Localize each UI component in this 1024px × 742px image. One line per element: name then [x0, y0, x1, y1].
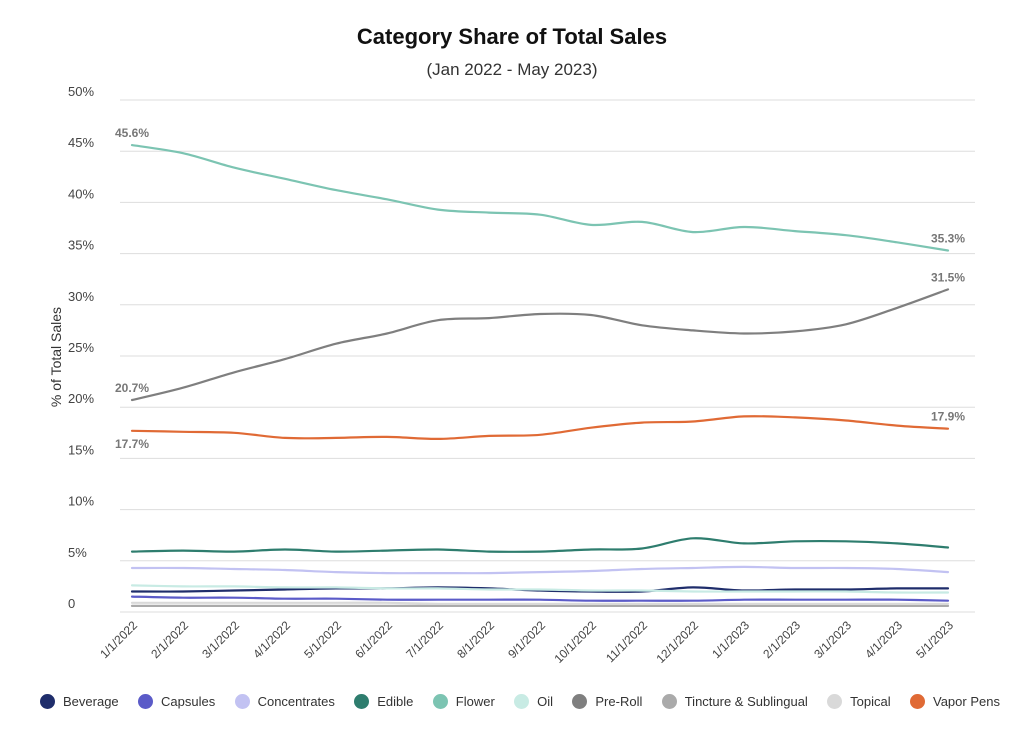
y-tick-label: 20%	[68, 391, 94, 406]
data-label: 17.7%	[115, 437, 149, 451]
legend-label: Tincture & Sublingual	[684, 694, 808, 709]
legend-label: Oil	[537, 694, 554, 709]
y-tick-label: 5%	[68, 545, 87, 560]
legend-label: Pre-Roll	[595, 694, 643, 709]
x-tick-label: 6/1/2022	[352, 618, 395, 661]
series-line-flower	[130, 144, 950, 252]
legend-marker	[827, 694, 843, 709]
x-tick-label: 9/1/2022	[505, 618, 548, 661]
series-line-capsules	[130, 595, 950, 602]
x-tick-label: 10/1/2022	[551, 618, 599, 666]
chart-subtitle: (Jan 2022 - May 2023)	[426, 60, 598, 79]
x-tick-label: 5/1/2023	[913, 618, 956, 661]
x-tick-label: 5/1/2022	[301, 618, 344, 661]
x-tick-label: 4/1/2022	[250, 618, 293, 661]
series-line-concentrates	[130, 565, 950, 575]
data-label: 45.6%	[115, 126, 149, 140]
legend-marker	[138, 694, 154, 709]
series-line-topical	[130, 601, 950, 605]
y-tick-label: 30%	[68, 289, 94, 304]
x-tick-label: 3/1/2022	[199, 618, 242, 661]
legend-label: Flower	[455, 694, 495, 709]
legend-item: Capsules	[138, 694, 215, 709]
series-line-vapor-pens	[130, 415, 950, 441]
y-tick-label: 10%	[68, 494, 94, 509]
x-tick-label: 8/1/2022	[454, 618, 497, 661]
x-tick-label: 2/1/2023	[760, 618, 803, 661]
y-tick-label: 15%	[68, 442, 94, 457]
x-tick-label: 3/1/2023	[811, 618, 854, 661]
x-tick-label: 1/1/2022	[97, 618, 140, 661]
legend-marker	[234, 694, 250, 709]
legend-item: Pre-Roll	[572, 694, 642, 709]
data-label: 17.9%	[931, 410, 965, 424]
legend-marker	[432, 694, 448, 709]
legend-label: Edible	[377, 694, 414, 709]
legend-item: Vapor Pens	[910, 694, 1000, 709]
legend-item: Tincture & Sublingual	[661, 694, 808, 709]
legend-item: Oil	[514, 694, 553, 709]
legend-marker	[661, 694, 677, 709]
y-tick-label: 50%	[68, 84, 94, 99]
series-line-pre-roll	[130, 288, 950, 402]
data-label: 20.7%	[115, 381, 149, 395]
legend-item: Flower	[432, 694, 495, 709]
legend-label: Beverage	[63, 694, 119, 709]
data-label: 35.3%	[931, 232, 965, 246]
y-tick-label: 40%	[68, 186, 94, 201]
legend-marker	[40, 694, 55, 709]
legend-item: Edible	[354, 694, 413, 709]
x-tick-label: 2/1/2022	[148, 618, 191, 661]
chart-title: Category Share of Total Sales	[356, 24, 668, 49]
legend-marker	[514, 694, 530, 709]
x-tick-label: 1/1/2023	[709, 618, 752, 661]
y-tick-label: 25%	[68, 340, 94, 355]
legend-label: Vapor Pens	[933, 694, 1000, 709]
series-line-edible	[130, 537, 950, 553]
x-tick-label: 12/1/2022	[653, 618, 701, 666]
y-tick-label: 45%	[68, 135, 94, 150]
x-tick-label: 11/1/2022	[603, 618, 650, 665]
y-tick-label: 0	[68, 596, 75, 611]
legend-label: Topical	[850, 694, 891, 709]
x-tick-label: 7/1/2022	[403, 618, 446, 661]
data-label: 31.5%	[931, 270, 965, 284]
y-tick-label: 35%	[68, 238, 94, 253]
legend-label: Capsules	[161, 694, 216, 709]
x-tick-label: 4/1/2023	[862, 618, 905, 661]
legend-item: Topical	[827, 694, 891, 709]
legend-marker	[354, 694, 370, 709]
legend-marker	[910, 694, 925, 709]
legend-marker	[572, 694, 588, 709]
legend-label: Concentrates	[257, 694, 335, 709]
chart-legend: Beverage Capsules Concentrates Edible Flower…	[40, 694, 1000, 709]
legend-item: Beverage	[40, 694, 119, 709]
series-line-oil	[130, 584, 950, 594]
legend-item: Concentrates	[234, 694, 335, 709]
